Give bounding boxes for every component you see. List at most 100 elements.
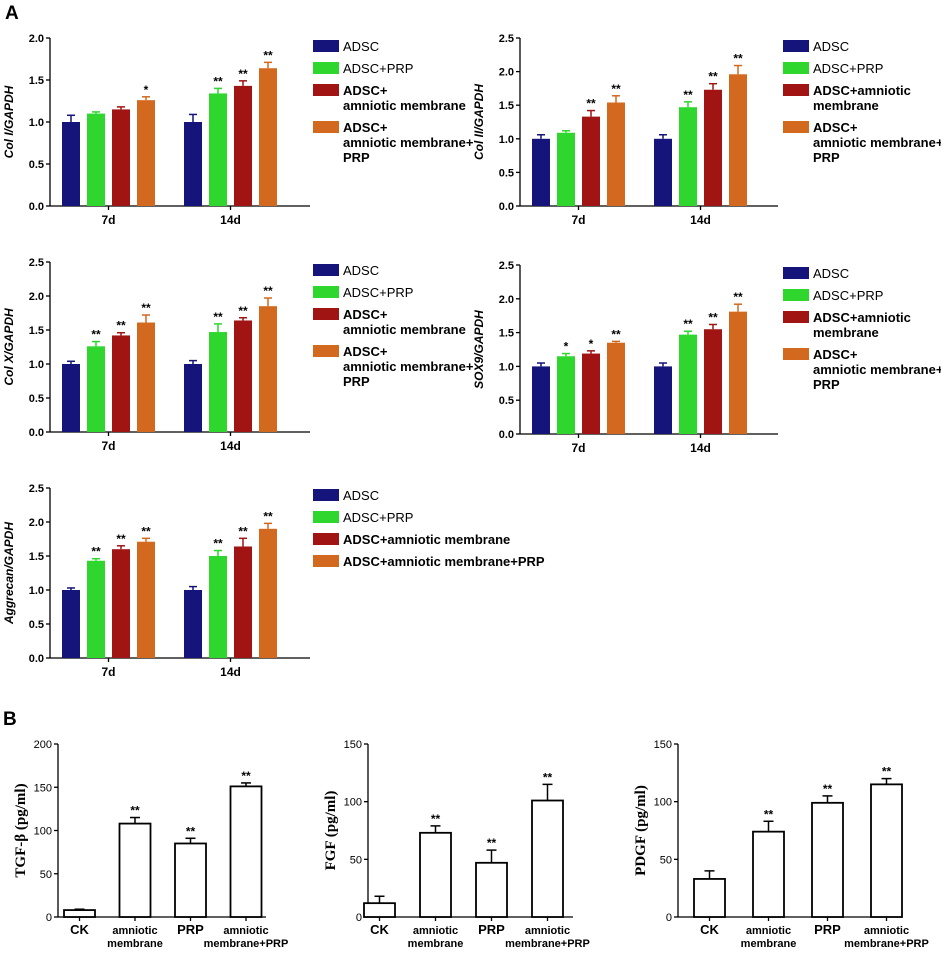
y-tick-label: 1.5 [499,328,514,340]
bar [63,909,96,918]
legend-label: ADSC+amniotic membrane [813,310,911,340]
x-tick-label: amniotic membrane [408,925,464,950]
bar [209,556,227,658]
legend-swatch [313,84,339,96]
y-tick-label: 0 [46,912,52,924]
bar [62,590,80,658]
bar [87,346,105,432]
legend-swatch [313,533,339,545]
significance-mark: ** [683,317,693,331]
legend-label: ADSC+amniotic membrane+PRP [813,120,941,165]
legend-label: ADSC [343,488,379,503]
legend-swatch [783,40,809,52]
legend-swatch [313,62,339,74]
significance-mark: ** [823,782,833,796]
y-tick-label: 1.0 [499,361,514,373]
bar [184,590,202,658]
y-axis-title: Col II/GAPDH [472,84,486,160]
significance-mark: ** [882,765,892,779]
x-tick-label: 14d [690,213,711,227]
bar [259,306,277,432]
x-tick-label: 7d [101,665,115,679]
x-tick-label: 7d [571,213,585,227]
bar [419,831,452,918]
y-axis-title: PDGF (pg/ml) [633,785,649,876]
legend-swatch [313,264,339,276]
chart-col-i-gapdh: 0.0 0.5 1.0 1.5 2.0 Col I/GAPDH * 7d ** ** ** 14d AD… [2,33,474,227]
significance-mark: * [144,83,149,97]
bar [259,68,277,207]
y-tick-label: 1.0 [29,117,44,129]
y-tick-label: 100 [654,797,672,809]
legend-label: ADSC+amniotic membrane [813,83,911,113]
bar [112,549,130,658]
bar [729,311,747,434]
significance-mark: ** [683,88,693,102]
significance-mark: ** [213,537,223,551]
legend-label: ADSC+PRP [813,61,883,76]
significance-mark: ** [238,67,248,81]
bar [137,541,155,658]
y-tick-label: 0.5 [499,395,514,407]
chart-tgf-beta: 0 50 100 150 200 TGF-β (pg/ml) CK ** amniotic mem… [13,739,288,950]
bar [137,322,155,432]
y-tick-label: 100 [344,797,362,809]
bar [184,122,202,206]
legend-swatch [783,289,809,301]
significance-mark: ** [130,804,140,818]
y-tick-label: 0.0 [29,653,44,665]
significance-mark: ** [263,509,273,523]
significance-mark: ** [431,812,441,826]
bar [607,342,625,434]
significance-mark: ** [241,769,251,783]
significance-mark: ** [238,524,248,538]
bar [234,85,252,206]
y-tick-label: 1.5 [499,100,514,112]
legend-swatch [313,121,339,133]
bar [87,113,105,206]
legend-label: ADSC+PRP [343,61,413,76]
bar [118,822,152,918]
significance-mark: ** [263,48,273,62]
y-tick-label: 100 [34,826,52,838]
bar [729,74,747,207]
y-tick-label: 0.0 [29,201,44,213]
bar [234,320,252,432]
y-tick-label: 150 [34,782,52,794]
chart-col-x-gapdh: 0.0 0.5 1.0 1.5 2.0 2.5 Col X/GAPDH ** ** ** 7d ** *… [2,257,474,453]
bar [259,528,277,658]
y-tick-label: 2.5 [29,483,44,495]
legend-label: ADSC+PRP [343,285,413,300]
legend-swatch [313,511,339,523]
legend-swatch [783,267,809,279]
bar [582,353,600,434]
bar [693,878,726,918]
y-tick-label: 2.0 [499,67,514,79]
legend-label: ADSC+amniotic membrane+PRP [343,344,474,389]
bar [531,799,564,918]
legend-label: ADSC+PRP [343,510,413,525]
y-tick-label: 2.0 [29,517,44,529]
y-tick-label: 1.5 [29,325,44,337]
y-tick-label: 1.0 [29,585,44,597]
bar [532,366,550,434]
y-tick-label: 2.0 [29,33,44,45]
x-tick-label: amniotic membrane [741,925,797,950]
legend-label: ADSC [343,39,379,54]
y-tick-label: 150 [654,739,672,751]
x-tick-label: amniotic membrane [107,925,163,950]
x-tick-label: 14d [690,441,711,455]
y-tick-label: 0 [356,912,362,924]
x-tick-label: 7d [101,213,115,227]
bar [557,132,575,206]
significance-mark: ** [764,807,774,821]
y-tick-label: 200 [34,739,52,751]
x-tick-label: amniotic membrane+PRP [505,925,590,950]
legend-label: ADSC+amniotic membrane+PRP [343,554,545,569]
bar [532,138,550,206]
legend-swatch [783,62,809,74]
legend-label: ADSC+amniotic membrane [343,307,466,337]
y-axis-title: Col X/GAPDH [2,308,16,386]
